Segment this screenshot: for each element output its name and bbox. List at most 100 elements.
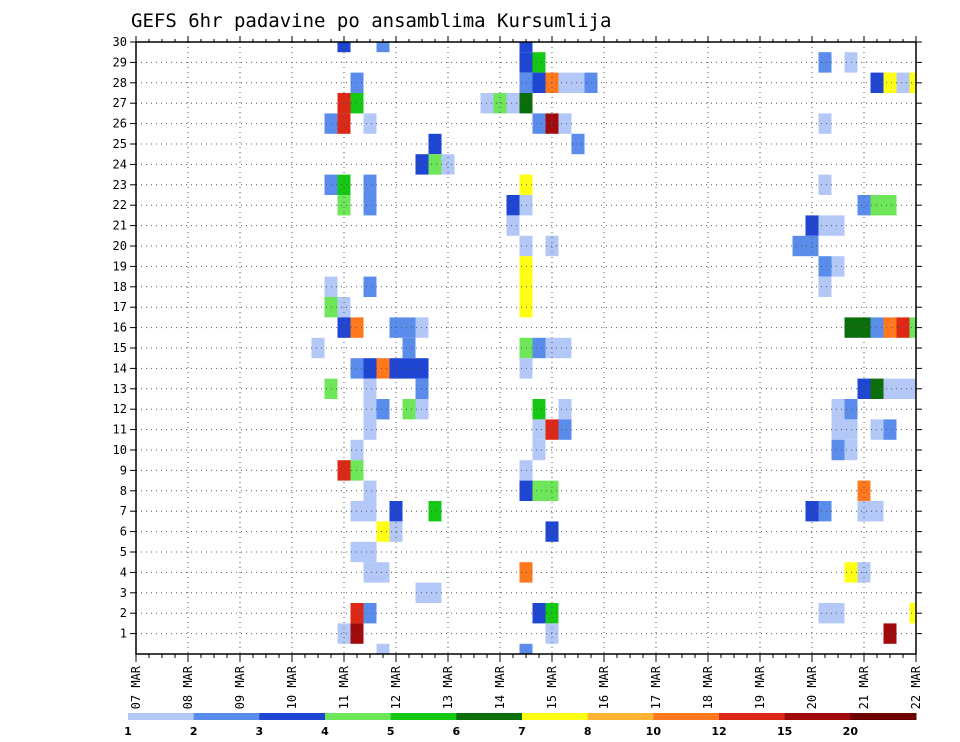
heatmap-cell: [363, 541, 377, 563]
heatmap-cell: [376, 521, 390, 542]
x-tick-label: 21 MAR: [857, 665, 871, 709]
heatmap-cell: [363, 562, 377, 583]
heatmap-cell: [506, 215, 520, 236]
heatmap-cell: [792, 235, 806, 257]
legend-swatch: [390, 713, 457, 720]
heatmap-cell: [402, 317, 416, 338]
y-tick-label: 16: [113, 321, 127, 335]
y-tick-label: 29: [113, 55, 127, 69]
grid-lines: [136, 41, 916, 654]
heatmap-cell: [883, 317, 897, 338]
heatmap-cell: [558, 113, 572, 134]
legend-label: 7: [518, 725, 526, 738]
heatmap-cell: [818, 113, 832, 134]
heatmap-cell: [831, 256, 845, 277]
heatmap-cell: [831, 215, 845, 236]
heatmap-cell: [818, 276, 832, 297]
x-tick-label: 09 MAR: [233, 665, 247, 709]
heatmap-cell: [831, 399, 845, 420]
heatmap-cell: [519, 42, 533, 53]
axes: 1234567891011121314151617181920212223242…: [113, 35, 923, 709]
legend-swatch: [193, 713, 260, 720]
legend-label: 1: [124, 725, 132, 738]
heatmap-cell: [558, 337, 572, 359]
x-tick-label: 12 MAR: [389, 665, 403, 709]
heatmap-cell: [376, 643, 390, 654]
y-tick-label: 2: [120, 606, 127, 620]
heatmap-cell: [402, 358, 416, 379]
y-tick-label: 26: [113, 117, 127, 131]
heatmap-cell: [571, 72, 585, 93]
heatmap-cell: [831, 419, 845, 440]
legend-swatch: [850, 713, 917, 720]
heatmap-cell: [363, 195, 377, 216]
legend-swatch: [784, 713, 851, 720]
x-tick-label: 15 MAR: [545, 665, 559, 709]
x-tick-label: 10 MAR: [285, 665, 299, 709]
x-tick-label: 08 MAR: [181, 665, 195, 709]
heatmap-cell: [896, 317, 910, 338]
x-tick-label: 13 MAR: [441, 665, 455, 709]
legend-swatch: [259, 713, 326, 720]
heatmap-cell: [363, 113, 377, 134]
heatmap-cell: [337, 460, 351, 481]
heatmap-cell: [883, 195, 897, 216]
legend-label: 2: [190, 725, 198, 738]
heatmap-cell: [428, 133, 442, 155]
heatmap-cell: [493, 93, 507, 114]
heatmap-cell: [558, 399, 572, 420]
heatmap-cell: [571, 133, 585, 155]
heatmap-cell: [532, 337, 546, 359]
heatmap-cell: [402, 399, 416, 420]
heatmap-cell: [883, 72, 897, 93]
heatmap-cell: [857, 378, 871, 399]
legend-label: 4: [321, 725, 329, 738]
heatmap-cell: [831, 603, 845, 624]
heatmap-cell: [376, 358, 390, 379]
heatmap-cell: [818, 501, 832, 522]
heatmap-cell: [402, 337, 416, 359]
heatmap-cells: [311, 42, 916, 654]
legend-label: 8: [584, 725, 592, 738]
x-tick-label: 18 MAR: [701, 665, 715, 709]
heatmap-cell: [883, 623, 897, 644]
heatmap-cell: [311, 337, 325, 359]
heatmap-cell: [337, 113, 351, 134]
y-tick-label: 7: [120, 504, 127, 518]
x-tick-label: 20 MAR: [805, 665, 819, 709]
heatmap-cell: [376, 399, 390, 420]
legend-swatch: [719, 713, 786, 720]
heatmap-cell: [818, 215, 832, 236]
heatmap-cell: [909, 317, 916, 338]
heatmap-cell: [363, 603, 377, 624]
y-tick-label: 6: [120, 525, 127, 539]
x-tick-label: 17 MAR: [649, 665, 663, 709]
heatmap-cell: [363, 276, 377, 297]
legend-label: 3: [256, 725, 264, 738]
y-tick-label: 5: [120, 545, 127, 559]
heatmap-cell: [363, 399, 377, 420]
y-tick-label: 9: [120, 463, 127, 477]
heatmap-cell: [519, 643, 533, 654]
heatmap-cell: [558, 419, 572, 440]
y-tick-label: 14: [113, 361, 127, 375]
heatmap-cell: [428, 582, 442, 603]
legend-label: 20: [843, 725, 859, 738]
legend-label: 12: [711, 725, 726, 738]
heatmap-cell: [337, 195, 351, 216]
y-tick-label: 20: [113, 239, 127, 253]
y-tick-label: 24: [113, 157, 127, 171]
y-tick-label: 11: [113, 423, 127, 437]
x-tick-label: 22 MAR: [909, 665, 923, 709]
y-tick-label: 10: [113, 443, 127, 457]
heatmap-cell: [363, 174, 377, 195]
heatmap-cell: [363, 358, 377, 379]
heatmap-cell: [376, 562, 390, 583]
heatmap-cell: [441, 154, 455, 175]
heatmap-cell: [909, 72, 916, 93]
x-tick-label: 19 MAR: [753, 665, 767, 709]
heatmap-cell: [857, 480, 871, 501]
heatmap-cell: [337, 93, 351, 114]
